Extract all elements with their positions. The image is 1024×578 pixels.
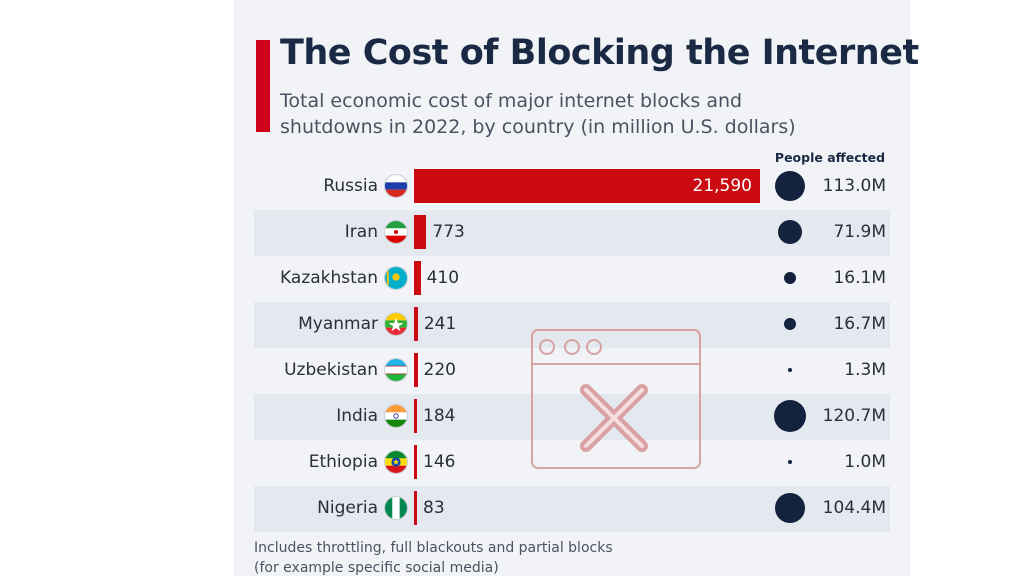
myanmar-flag-icon bbox=[384, 312, 408, 336]
cost-value-label: 83 bbox=[423, 498, 445, 518]
chart-rows: Russia 21,590 113.0M Iran 773 71.9M Kazakhstan… bbox=[254, 164, 890, 532]
people-affected-value: 113.0M bbox=[822, 176, 886, 196]
kazakhstan-flag-icon bbox=[384, 266, 408, 290]
chart-row: Kazakhstan 410 16.1M bbox=[254, 256, 890, 302]
bar-area: 21,590 bbox=[414, 164, 764, 210]
cost-bar bbox=[414, 307, 418, 341]
cost-bar bbox=[414, 353, 418, 387]
country-label: Ethiopia bbox=[308, 452, 378, 472]
cost-value-label: 146 bbox=[423, 452, 456, 472]
ethiopia-flag-icon bbox=[384, 450, 408, 474]
chart-title: The Cost of Blocking the Internet bbox=[280, 33, 919, 73]
uzbekistan-flag-icon bbox=[384, 358, 408, 382]
chart-footnote: Includes throttling, full blackouts and … bbox=[254, 538, 754, 578]
country-label: India bbox=[336, 406, 378, 426]
people-affected-bubble bbox=[774, 400, 806, 432]
people-affected-value: 1.0M bbox=[844, 452, 886, 472]
chart-subtitle: Total economic cost of major internet bl… bbox=[280, 88, 880, 140]
bar-area: 83 bbox=[414, 486, 764, 532]
bar-area: 146 bbox=[414, 440, 764, 486]
country-label: Uzbekistan bbox=[284, 360, 378, 380]
cost-value-label: 184 bbox=[423, 406, 456, 426]
subtitle-line-2: shutdowns in 2022, by country (in millio… bbox=[280, 116, 796, 138]
people-affected-bubble bbox=[777, 219, 803, 245]
cost-bar bbox=[414, 399, 417, 433]
subtitle-line-1: Total economic cost of major internet bl… bbox=[280, 90, 743, 112]
cost-value-label: 773 bbox=[432, 222, 465, 242]
chart-row: India 184 120.7M bbox=[254, 394, 890, 440]
country-label: Nigeria bbox=[317, 498, 378, 518]
chart-row: Iran 773 71.9M bbox=[254, 210, 890, 256]
title-accent-bar bbox=[256, 40, 270, 132]
browser-window-x-icon bbox=[531, 329, 701, 469]
bar-area: 773 bbox=[414, 210, 764, 256]
people-affected-bubble bbox=[775, 493, 805, 523]
people-affected-value: 1.3M bbox=[844, 360, 886, 380]
cost-bar bbox=[414, 169, 760, 203]
people-affected-header: People affected bbox=[774, 150, 886, 165]
cost-value-label: 241 bbox=[423, 314, 457, 334]
people-affected-bubble bbox=[774, 170, 806, 202]
chart-panel bbox=[234, 0, 910, 576]
chart-row: Russia 21,590 113.0M bbox=[254, 164, 890, 210]
bar-area: 241 bbox=[414, 302, 764, 348]
footnote-line-1: Includes throttling, full blackouts and … bbox=[254, 540, 613, 556]
chart-row: Ethiopia 146 1.0M bbox=[254, 440, 890, 486]
bar-area: 410 bbox=[414, 256, 764, 302]
iran-flag-icon bbox=[384, 220, 408, 244]
people-affected-value: 71.9M bbox=[833, 222, 886, 242]
people-affected-bubble bbox=[784, 272, 796, 284]
cost-value-label: 220 bbox=[423, 360, 456, 380]
people-affected-bubble bbox=[788, 460, 792, 464]
chart-row: Uzbekistan 220 1.3M bbox=[254, 348, 890, 394]
russia-flag-icon bbox=[384, 174, 408, 198]
cost-bar bbox=[414, 445, 417, 479]
chart-row: Nigeria 83 104.4M bbox=[254, 486, 890, 532]
people-affected-bubble bbox=[788, 368, 792, 372]
country-label: Russia bbox=[323, 176, 378, 196]
india-flag-icon bbox=[384, 404, 408, 428]
cost-value-label: 21,590 bbox=[692, 176, 752, 196]
country-label: Iran bbox=[344, 222, 378, 242]
cost-bar bbox=[414, 491, 417, 525]
cost-bar bbox=[414, 215, 427, 249]
people-affected-bubble bbox=[784, 318, 796, 330]
people-affected-value: 16.7M bbox=[833, 314, 886, 334]
cost-bar bbox=[414, 261, 421, 295]
bar-area: 220 bbox=[414, 348, 764, 394]
people-affected-value: 104.4M bbox=[822, 498, 886, 518]
footnote-line-2: (for example specific social media) bbox=[254, 560, 499, 576]
country-label: Kazakhstan bbox=[280, 268, 378, 288]
people-affected-value: 120.7M bbox=[822, 406, 886, 426]
nigeria-flag-icon bbox=[384, 496, 408, 520]
country-label: Myanmar bbox=[298, 314, 378, 334]
cost-value-label: 410 bbox=[426, 268, 460, 288]
people-affected-value: 16.1M bbox=[833, 268, 886, 288]
bar-area: 184 bbox=[414, 394, 764, 440]
